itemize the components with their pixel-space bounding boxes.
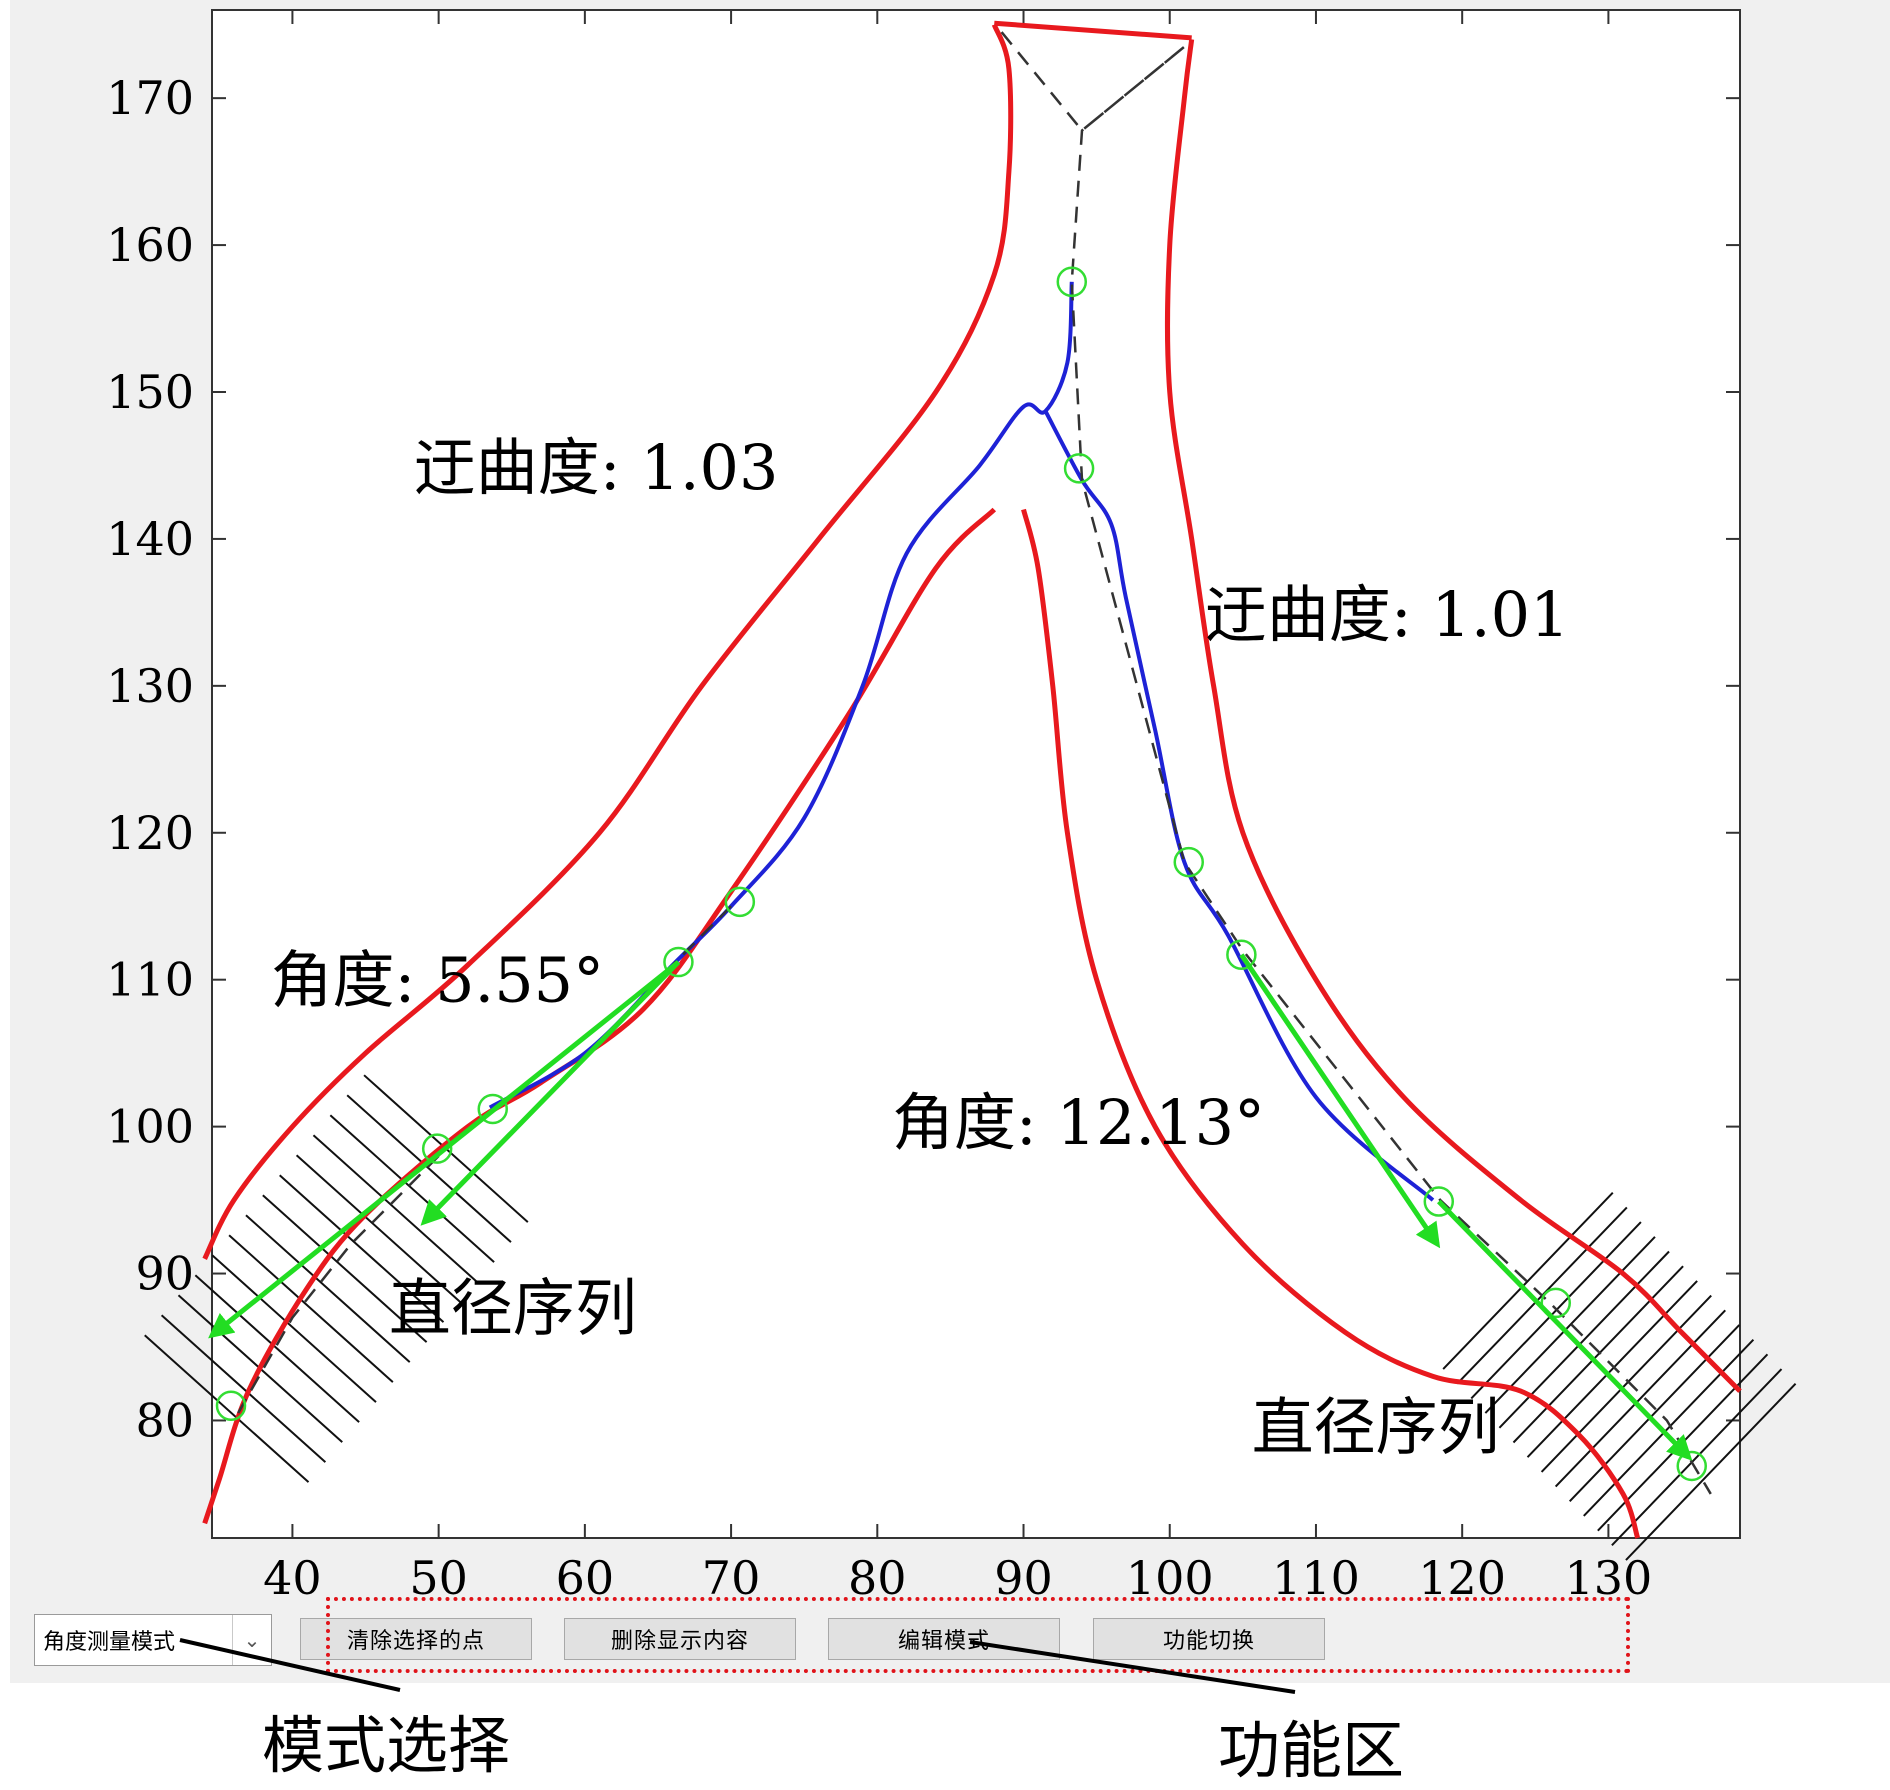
diameter-hatch-left: [312, 1134, 478, 1283]
series-skeleton-dashed: [1000, 31, 1712, 1495]
y-tick-label: 140: [106, 512, 194, 566]
diameter-sequence-label-right: 直径序列: [1252, 1390, 1500, 1463]
selected-point-marker[interactable]: [1056, 266, 1088, 298]
diameter-hatch-right: [1540, 1294, 1712, 1473]
x-tick-label: 130: [1564, 1551, 1652, 1605]
diameter-sequence-label-left: 直径序列: [389, 1271, 637, 1344]
direction-vector-arrow: [1436, 1199, 1693, 1461]
series-outer-left-boundary: [202, 23, 1014, 1260]
diameter-hatch-right: [1526, 1280, 1698, 1458]
selected-point-marker[interactable]: [215, 1390, 247, 1422]
series-inner-right-boundary: [1021, 508, 1641, 1539]
y-tick-label: 170: [106, 71, 194, 125]
diameter-hatch-right: [1568, 1324, 1741, 1502]
x-tick-label: 50: [409, 1551, 468, 1605]
diameter-hatch-left: [228, 1234, 394, 1383]
diameter-hatch-left: [245, 1214, 411, 1363]
mode-select-value: 角度测量模式: [43, 1630, 176, 1655]
direction-vector-arrow: [1239, 953, 1441, 1249]
x-tick-label: 80: [848, 1551, 907, 1605]
diameter-hatch-left: [160, 1314, 327, 1463]
clear-selected-points-button[interactable]: 清除选择的点: [300, 1618, 532, 1660]
selected-point-marker[interactable]: [724, 886, 756, 918]
series-centerline-right: [1043, 410, 1435, 1202]
selected-point-marker[interactable]: [1226, 939, 1257, 970]
x-tick-label: 40: [263, 1551, 322, 1605]
mode-select[interactable]: 角度测量模式 ⌄: [34, 1614, 272, 1666]
diameter-hatch-right: [1498, 1250, 1670, 1429]
direction-vector-arrow: [420, 960, 681, 1226]
tortuosity-label-right: 迂曲度: 1.01: [1205, 578, 1570, 651]
y-tick-label: 100: [106, 1100, 194, 1154]
diameter-hatch-left: [144, 1334, 310, 1483]
series-skeleton-dashed-tail: [232, 1155, 440, 1422]
delete-display-content-button[interactable]: 删除显示内容: [564, 1618, 796, 1660]
diameter-hatch-left: [346, 1094, 512, 1243]
selected-point-marker[interactable]: [1540, 1287, 1572, 1319]
diameter-hatch-left: [194, 1274, 360, 1423]
x-tick-label: 110: [1272, 1551, 1360, 1605]
y-tick-label: 120: [106, 806, 194, 860]
x-tick-label: 60: [556, 1551, 615, 1605]
x-tick-label: 70: [702, 1551, 761, 1605]
direction-vector-arrow: [208, 960, 681, 1339]
diameter-hatch-right: [1611, 1368, 1783, 1547]
diameter-hatch-left: [329, 1114, 495, 1263]
y-tick-label: 160: [106, 218, 194, 272]
diameter-hatch-right: [1554, 1309, 1726, 1488]
function-switch-button[interactable]: 功能切换: [1093, 1618, 1325, 1660]
diameter-hatch-right: [1484, 1236, 1656, 1414]
chevron-down-icon[interactable]: ⌄: [232, 1615, 271, 1665]
diameter-hatch-right: [1442, 1192, 1614, 1370]
y-tick-label: 110: [106, 953, 194, 1007]
plot-area[interactable]: [211, 9, 1741, 1539]
x-tick-label: 120: [1418, 1551, 1506, 1605]
selected-point-marker[interactable]: [477, 1093, 508, 1125]
mode-select-callout-label: 模式选择: [262, 1709, 511, 1782]
diameter-hatch-left: [211, 1254, 377, 1403]
diameter-hatch-right: [1625, 1383, 1797, 1561]
y-tick-label: 130: [106, 659, 194, 713]
x-tick-label: 90: [994, 1551, 1053, 1605]
function-area-highlight: [326, 1597, 1630, 1673]
series-skeleton-dashed-left: [671, 905, 732, 966]
x-tick-label: 100: [1126, 1551, 1214, 1605]
angle-label-left: 角度: 5.55°: [270, 944, 604, 1017]
function-area-callout-label: 功能区: [1218, 1714, 1405, 1787]
selected-point-marker[interactable]: [663, 946, 694, 978]
diameter-hatch-right: [1512, 1265, 1684, 1444]
selected-point-marker[interactable]: [1063, 453, 1095, 484]
selected-point-marker[interactable]: [1423, 1186, 1455, 1217]
diameter-hatch-right: [1583, 1338, 1755, 1517]
angle-label-right: 角度: 12.13°: [892, 1086, 1265, 1159]
y-tick-label: 90: [135, 1247, 194, 1301]
y-tick-label: 80: [135, 1393, 194, 1447]
series-top-cap: [994, 20, 1192, 41]
diameter-hatch-left: [295, 1154, 462, 1303]
diameter-hatch-left: [279, 1174, 445, 1323]
selected-point-marker[interactable]: [421, 1133, 453, 1164]
tortuosity-label-left: 迂曲度: 1.03: [414, 431, 779, 504]
y-tick-label: 150: [106, 365, 194, 419]
series-outer-right-boundary: [1164, 39, 1742, 1393]
diameter-hatch-left: [262, 1194, 428, 1343]
selected-point-marker[interactable]: [1173, 846, 1205, 878]
